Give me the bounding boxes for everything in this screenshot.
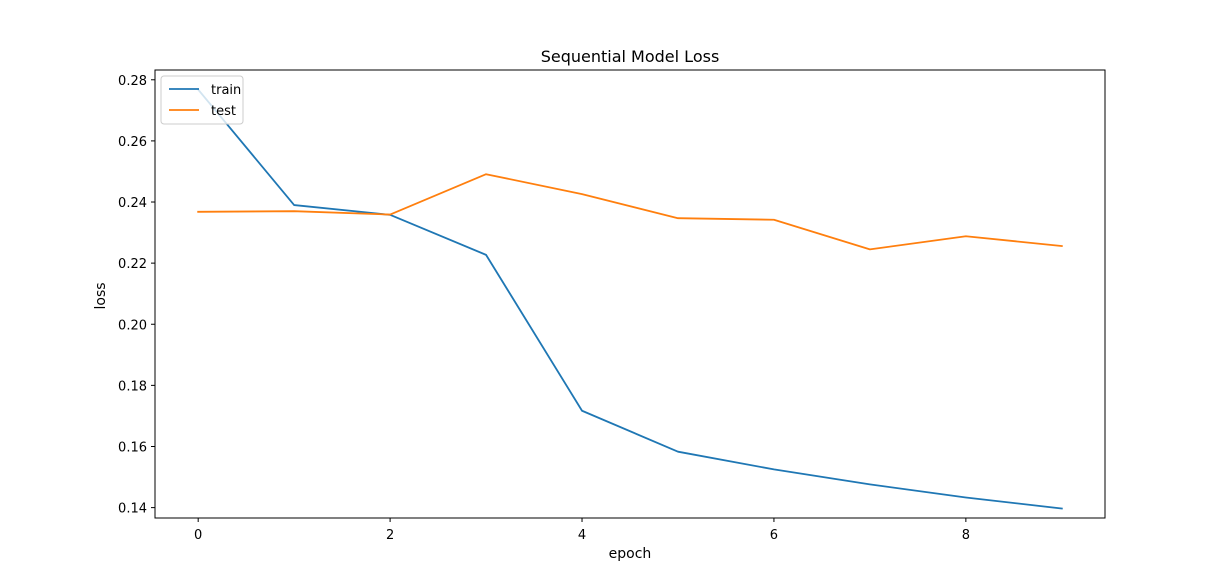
y-tick-label: 0.14 bbox=[118, 502, 147, 517]
x-tick-label: 0 bbox=[194, 528, 202, 543]
chart-title: Sequential Model Loss bbox=[541, 47, 720, 66]
x-tick-label: 6 bbox=[770, 528, 778, 543]
legend-label-test: test bbox=[211, 104, 236, 119]
axes-layer: 0 2 4 6 8 0.14 0.16 0.18 0.20 0.22 0.24 0.26 0.28 bbox=[118, 69, 1106, 543]
x-tick-label: 4 bbox=[578, 528, 586, 543]
series-layer bbox=[196, 88, 1063, 510]
series-line-test bbox=[197, 173, 1063, 251]
y-tick-label: 0.22 bbox=[118, 257, 147, 272]
axes-frame bbox=[154, 69, 1106, 519]
y-tick-label: 0.26 bbox=[118, 135, 147, 150]
legend-label-train: train bbox=[211, 83, 241, 98]
y-tick-label: 0.28 bbox=[118, 74, 147, 89]
legend: train test bbox=[160, 75, 244, 125]
y-tick-label: 0.18 bbox=[118, 379, 147, 394]
y-tick-label: 0.16 bbox=[118, 440, 147, 455]
legend-box bbox=[160, 75, 244, 125]
x-tick-label: 8 bbox=[962, 528, 970, 543]
y-axis-label: loss bbox=[93, 282, 109, 309]
x-tick-label: 2 bbox=[386, 528, 394, 543]
series-line-train bbox=[196, 88, 1063, 510]
plot-area bbox=[155, 70, 1105, 518]
x-axis-label: epoch bbox=[609, 546, 652, 562]
y-tick-label: 0.20 bbox=[118, 318, 147, 333]
y-tick-label: 0.24 bbox=[118, 196, 147, 211]
plot-background bbox=[155, 70, 1105, 518]
